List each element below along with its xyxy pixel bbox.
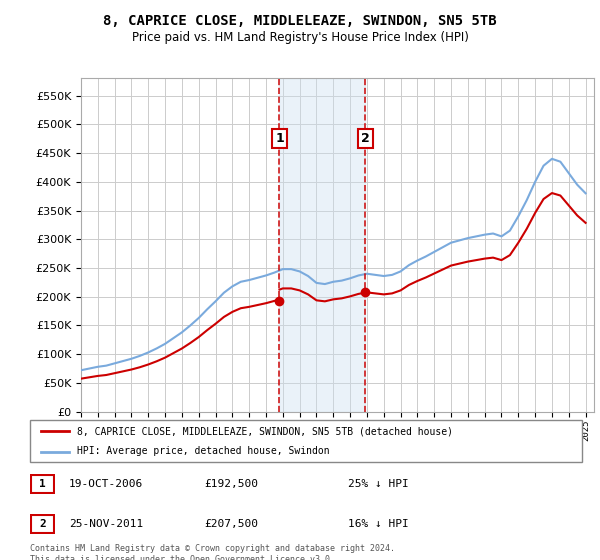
Text: 2: 2	[361, 132, 370, 145]
Text: HPI: Average price, detached house, Swindon: HPI: Average price, detached house, Swin…	[77, 446, 329, 456]
Text: £192,500: £192,500	[204, 479, 258, 489]
Text: 25-NOV-2011: 25-NOV-2011	[69, 519, 143, 529]
Text: 1: 1	[275, 132, 284, 145]
FancyBboxPatch shape	[30, 420, 582, 462]
FancyBboxPatch shape	[31, 515, 54, 533]
Text: 8, CAPRICE CLOSE, MIDDLELEAZE, SWINDON, SN5 5TB: 8, CAPRICE CLOSE, MIDDLELEAZE, SWINDON, …	[103, 14, 497, 28]
Text: 16% ↓ HPI: 16% ↓ HPI	[348, 519, 409, 529]
FancyBboxPatch shape	[31, 475, 54, 493]
Text: Contains HM Land Registry data © Crown copyright and database right 2024.
This d: Contains HM Land Registry data © Crown c…	[30, 544, 395, 560]
Text: Price paid vs. HM Land Registry's House Price Index (HPI): Price paid vs. HM Land Registry's House …	[131, 31, 469, 44]
Text: 8, CAPRICE CLOSE, MIDDLELEAZE, SWINDON, SN5 5TB (detached house): 8, CAPRICE CLOSE, MIDDLELEAZE, SWINDON, …	[77, 426, 453, 436]
Bar	[280, 78, 365, 412]
Text: 19-OCT-2006: 19-OCT-2006	[69, 479, 143, 489]
Text: 1: 1	[39, 479, 46, 489]
Text: 25% ↓ HPI: 25% ↓ HPI	[348, 479, 409, 489]
Text: £207,500: £207,500	[204, 519, 258, 529]
Text: 2: 2	[39, 519, 46, 529]
